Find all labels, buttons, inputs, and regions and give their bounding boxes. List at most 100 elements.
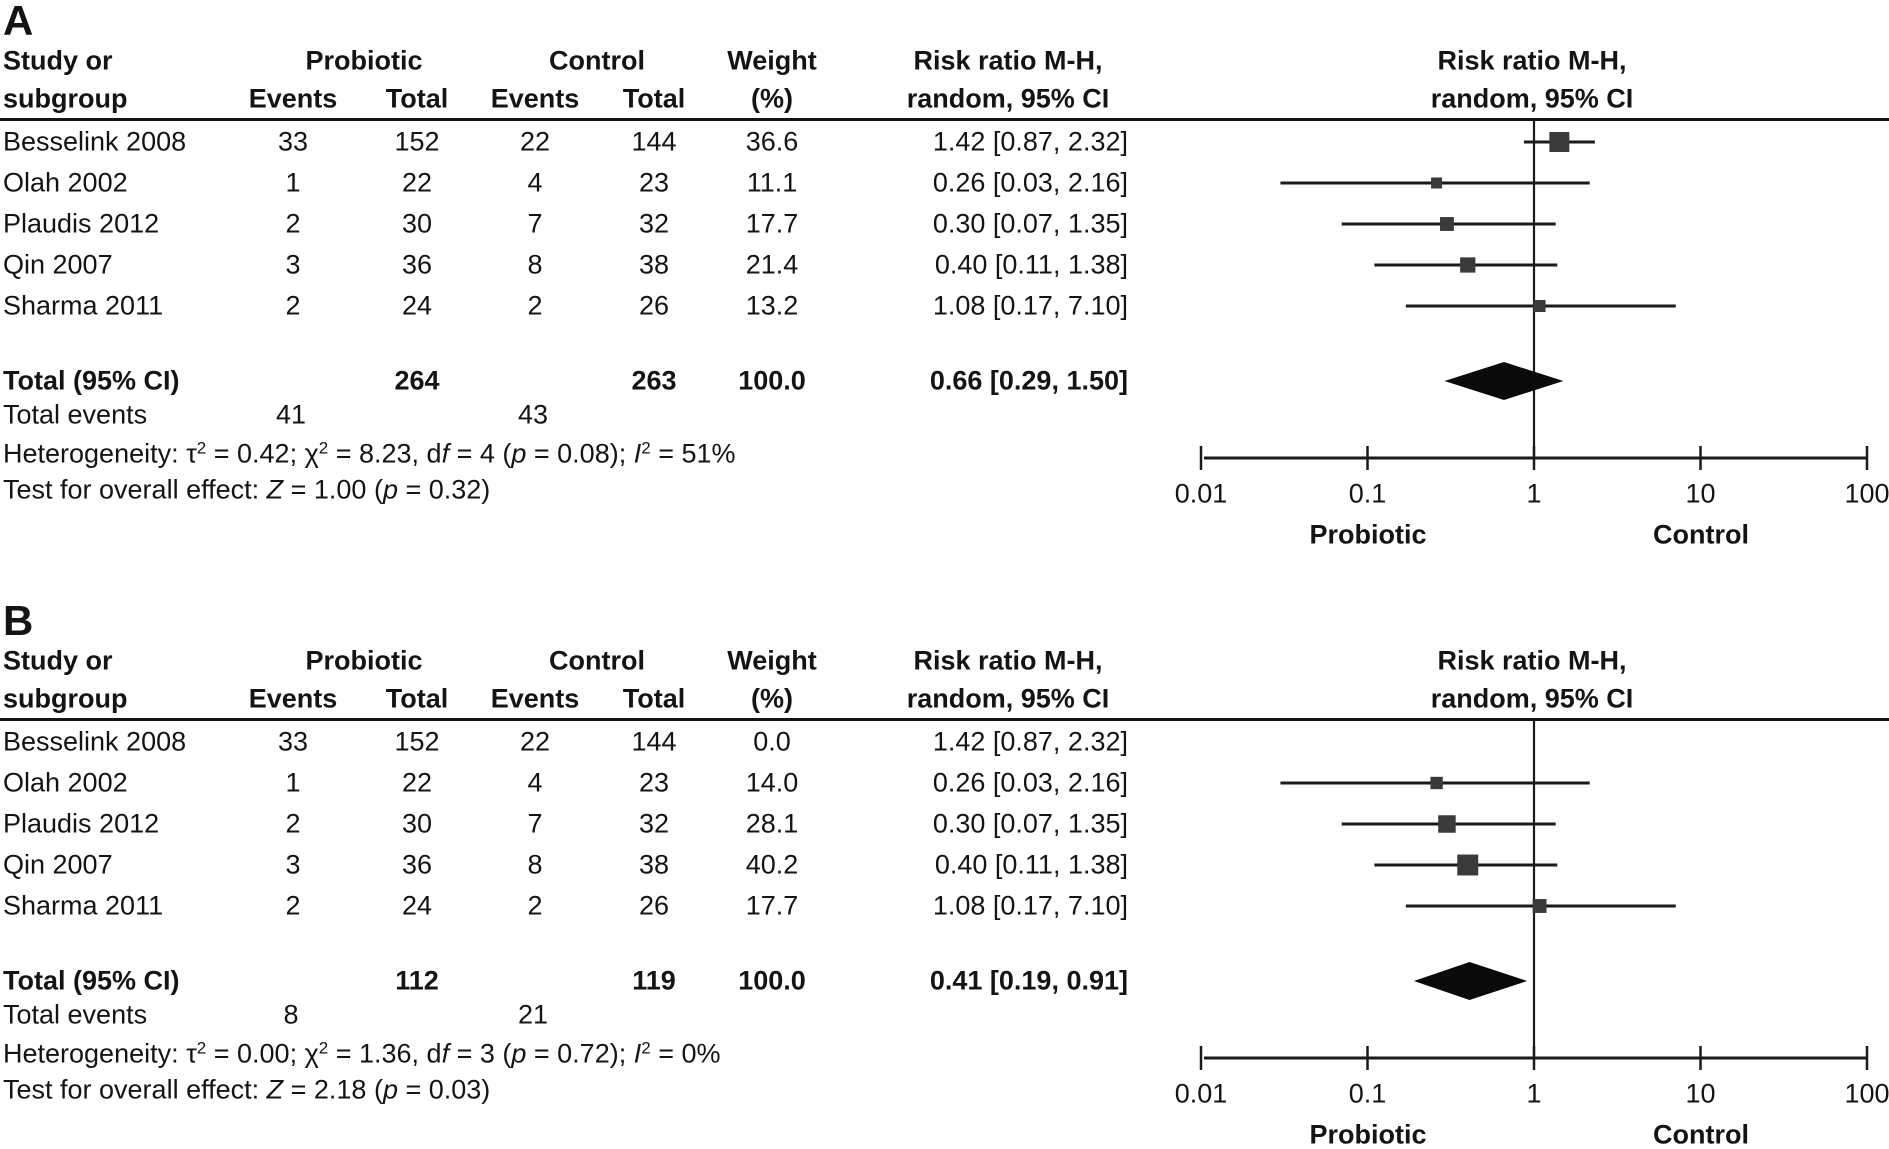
point-estimate-marker bbox=[1533, 300, 1546, 312]
plot-header-rr-line2: random, 95% CI bbox=[1430, 683, 1634, 714]
col-header-events-control: Events bbox=[490, 683, 580, 714]
col-header-control-group: Control bbox=[549, 645, 645, 676]
panel-label: B bbox=[3, 597, 34, 644]
weight-value: 40.2 bbox=[745, 849, 799, 880]
col-header-study-line1: Study or bbox=[3, 45, 113, 76]
axis-tick-label: 100 bbox=[1844, 478, 1889, 509]
total-probiotic-value: 24 bbox=[401, 890, 433, 921]
total-control-sum: 119 bbox=[632, 965, 676, 996]
col-header-weight: Weight bbox=[727, 45, 817, 76]
rr-ci-value: 0.40 [0.11, 1.38] bbox=[934, 249, 1128, 280]
summary-diamond bbox=[1413, 962, 1528, 1000]
weight-value: 17.7 bbox=[745, 890, 799, 921]
study-name: Plaudis 2012 bbox=[3, 208, 160, 239]
summary-diamond bbox=[1444, 362, 1564, 400]
text-segment: f bbox=[441, 1038, 450, 1069]
events-control-value: 4 bbox=[527, 167, 543, 198]
col-header-control-group: Control bbox=[549, 45, 645, 76]
total-probiotic-value: 24 bbox=[401, 290, 433, 321]
total-control-value: 38 bbox=[638, 249, 670, 280]
study-name: Sharma 2011 bbox=[3, 290, 164, 321]
col-header-events-probiotic: Events bbox=[248, 683, 338, 714]
overall-effect-line: Test for overall effect: Z = 1.00 (p = 0… bbox=[3, 474, 491, 505]
total-control-value: 23 bbox=[638, 167, 670, 198]
text-segment: Z bbox=[266, 1074, 284, 1105]
events-control-value: 7 bbox=[527, 208, 543, 239]
study-name: Qin 2007 bbox=[3, 249, 113, 280]
col-header-events-probiotic: Events bbox=[248, 83, 338, 114]
col-header-weight-unit: (%) bbox=[751, 83, 793, 114]
text-segment: = 3 ( bbox=[449, 1038, 512, 1069]
col-header-total-control: Total bbox=[622, 83, 686, 114]
total-rr-ci-value: 0.41 [0.19, 0.91] bbox=[929, 965, 1128, 996]
events-probiotic-value: 2 bbox=[285, 890, 301, 921]
point-estimate-marker bbox=[1438, 815, 1456, 833]
events-probiotic-value: 33 bbox=[277, 726, 309, 757]
text-segment: = 0.08); bbox=[526, 438, 634, 469]
total-probiotic-value: 152 bbox=[394, 126, 440, 157]
total-probiotic-value: 36 bbox=[401, 249, 433, 280]
axis-tick-label: 1 bbox=[1526, 1078, 1542, 1109]
rr-ci-value: 0.30 [0.07, 1.35] bbox=[932, 208, 1128, 239]
text-segment: Heterogeneity: τ bbox=[3, 438, 197, 469]
weight-value: 28.1 bbox=[745, 808, 799, 839]
total-probiotic-sum: 264 bbox=[394, 365, 440, 396]
plot-header-rr-line1: Risk ratio M-H, bbox=[1437, 45, 1627, 76]
weight-value: 11.1 bbox=[746, 167, 798, 198]
rr-ci-value: 1.08 [0.17, 7.10] bbox=[932, 290, 1128, 321]
total-probiotic-value: 152 bbox=[394, 726, 440, 757]
text-segment: Heterogeneity: τ bbox=[3, 1038, 197, 1069]
point-estimate-marker bbox=[1457, 854, 1479, 876]
text-segment: Test for overall effect: bbox=[3, 1074, 267, 1105]
text-segment: = 8.23, d bbox=[328, 438, 442, 469]
rr-ci-value: 0.26 [0.03, 2.16] bbox=[932, 767, 1128, 798]
weight-value: 21.4 bbox=[745, 249, 799, 280]
col-header-events-control: Events bbox=[490, 83, 580, 114]
header-rule bbox=[0, 718, 1889, 721]
total-events-label: Total events bbox=[3, 999, 148, 1030]
heterogeneity-line: Heterogeneity: τ2 = 0.00; χ2 = 1.36, df … bbox=[3, 1038, 721, 1069]
axis-tick-label: 100 bbox=[1844, 1078, 1889, 1109]
rr-ci-value: 1.42 [0.87, 2.32] bbox=[932, 126, 1128, 157]
total-probiotic-value: 36 bbox=[401, 849, 433, 880]
axis-tick-label: 0.01 bbox=[1174, 478, 1228, 509]
events-probiotic-value: 2 bbox=[285, 290, 301, 321]
text-segment: 2 bbox=[641, 1038, 651, 1058]
study-name: Olah 2002 bbox=[3, 167, 128, 198]
text-segment: = 2.18 ( bbox=[283, 1074, 383, 1105]
rr-ci-value: 1.42 [0.87, 2.32] bbox=[932, 726, 1128, 757]
events-control-value: 2 bbox=[527, 890, 543, 921]
forest-plot-area bbox=[1199, 119, 1869, 470]
events-control-value: 8 bbox=[527, 249, 543, 280]
panel-a: A Study or subgroup Probiotic Control Events T… bbox=[0, 0, 1889, 550]
text-segment: f bbox=[441, 438, 450, 469]
col-header-rr-line2: random, 95% CI bbox=[906, 83, 1110, 114]
weight-value: 14.0 bbox=[745, 767, 799, 798]
text-segment: = 0.32) bbox=[397, 474, 491, 505]
axis-tick-label: 1 bbox=[1526, 478, 1542, 509]
col-header-probiotic-group: Probiotic bbox=[305, 645, 423, 676]
total-control-value: 32 bbox=[638, 208, 670, 239]
total-control-value: 26 bbox=[638, 290, 670, 321]
events-probiotic-value: 1 bbox=[285, 767, 301, 798]
total-weight: 100.0 bbox=[738, 965, 806, 996]
text-segment: 2 bbox=[641, 438, 651, 458]
events-probiotic-value: 3 bbox=[285, 849, 301, 880]
study-name: Sharma 2011 bbox=[3, 890, 164, 921]
col-header-study-line2: subgroup bbox=[3, 83, 128, 114]
total-weight: 100.0 bbox=[738, 365, 806, 396]
rr-ci-value: 0.30 [0.07, 1.35] bbox=[932, 808, 1128, 839]
rr-ci-value: 0.26 [0.03, 2.16] bbox=[932, 167, 1128, 198]
col-header-total-probiotic: Total bbox=[385, 83, 449, 114]
total-control-value: 26 bbox=[638, 890, 670, 921]
total-probiotic-sum: 112 bbox=[395, 965, 439, 996]
panel-label: A bbox=[3, 0, 34, 44]
point-estimate-marker bbox=[1430, 776, 1443, 790]
header-rule bbox=[0, 118, 1889, 121]
axis-group-label-control: Control bbox=[1653, 519, 1749, 550]
axis-tick-label: 0.01 bbox=[1174, 1078, 1228, 1109]
weight-value: 0.0 bbox=[753, 726, 791, 757]
study-name: Qin 2007 bbox=[3, 849, 113, 880]
text-segment: = 0.00; χ bbox=[206, 1038, 319, 1069]
text-segment: p bbox=[511, 1038, 527, 1069]
